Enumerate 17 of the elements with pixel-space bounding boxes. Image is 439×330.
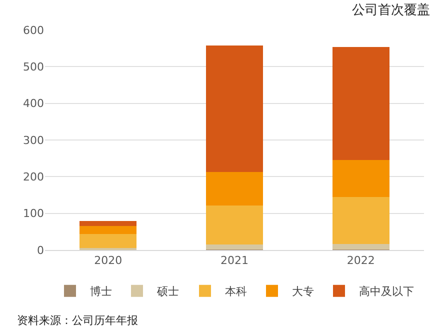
chart-title: 公司首次覆盖: [352, 2, 430, 18]
legend-label: 博士: [90, 285, 112, 298]
legend-label: 高中及以下: [359, 285, 414, 298]
x-tick-label: 2022: [346, 254, 375, 268]
y-tick-label: 300: [23, 134, 44, 147]
y-tick-label: 600: [23, 24, 44, 37]
legend-label: 硕士: [156, 285, 179, 298]
y-tick-label: 100: [23, 207, 44, 220]
y-tick-label: 500: [23, 60, 44, 74]
x-tick-label: 2021: [220, 254, 248, 268]
x-tick-label: 2020: [94, 254, 122, 268]
y-tick-label: 0: [37, 244, 44, 257]
y-tick-label: 400: [23, 97, 44, 110]
legend-label: 本科: [225, 285, 247, 298]
text: 资料来源：公司历年年报: [17, 314, 138, 327]
y-tick-label: 200: [23, 170, 44, 184]
legend-label: 大专: [292, 285, 314, 298]
